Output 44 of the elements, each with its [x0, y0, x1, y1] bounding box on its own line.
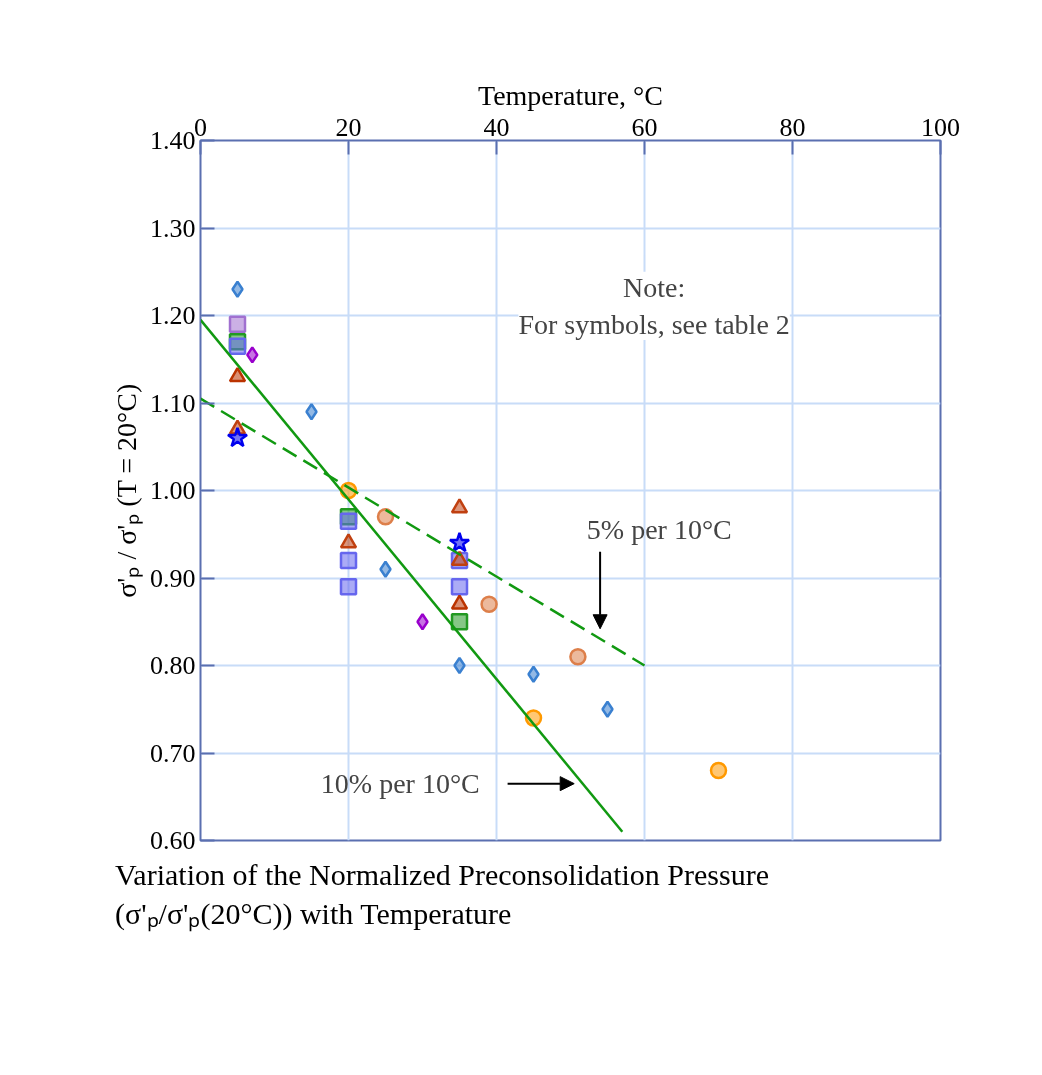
point — [450, 613, 469, 631]
point — [228, 315, 247, 333]
point — [450, 498, 469, 514]
point — [246, 346, 259, 364]
point — [339, 533, 358, 549]
x-tick-label: 0 — [194, 112, 207, 142]
point — [228, 366, 247, 383]
point — [416, 613, 429, 631]
point — [226, 426, 249, 448]
point — [339, 578, 358, 596]
y-tick-label: 1.30 — [150, 213, 196, 243]
point — [450, 578, 469, 596]
point — [228, 337, 247, 355]
point — [448, 531, 471, 553]
y-tick-label: 0.70 — [150, 738, 196, 768]
annotation: 5% per 10°C — [586, 514, 732, 546]
x-tick-label: 100 — [921, 112, 960, 142]
point — [527, 665, 540, 683]
point — [601, 700, 614, 718]
point — [569, 648, 587, 666]
point — [480, 595, 498, 613]
point — [339, 512, 358, 530]
point — [709, 761, 728, 780]
point — [450, 594, 469, 610]
text: Variation of the Normalized Preconsolidation Pressure (σ'ₚ/σ'ₚ(20°C)) with Temperature — [115, 857, 769, 933]
point — [231, 280, 244, 298]
y-tick-label: 0.90 — [150, 563, 196, 593]
y-tick-label: 0.80 — [150, 651, 196, 680]
y-tick-label: 1.10 — [150, 388, 196, 418]
y-tick-label: 1.00 — [150, 476, 196, 505]
y-tick-label: 1.20 — [150, 301, 196, 330]
x-tick-label: 20 — [335, 112, 362, 142]
x-tick-label: 60 — [631, 112, 658, 142]
x-tick-label: 80 — [779, 112, 806, 142]
point — [379, 560, 392, 578]
annotation: Note: For symbols, see table 2 — [518, 271, 790, 340]
point — [305, 403, 318, 421]
x-axis-title: Temperature, °C — [478, 79, 663, 111]
annotation: 10% per 10°C — [320, 768, 480, 800]
y-tick-label: 0.60 — [150, 826, 196, 855]
y-tick-label: 1.40 — [150, 126, 196, 155]
y-axis-title: σ'ₚ / σ'ₚ (T = 20°C) — [111, 383, 143, 598]
x-tick-label: 40 — [483, 112, 510, 142]
point — [339, 551, 358, 570]
